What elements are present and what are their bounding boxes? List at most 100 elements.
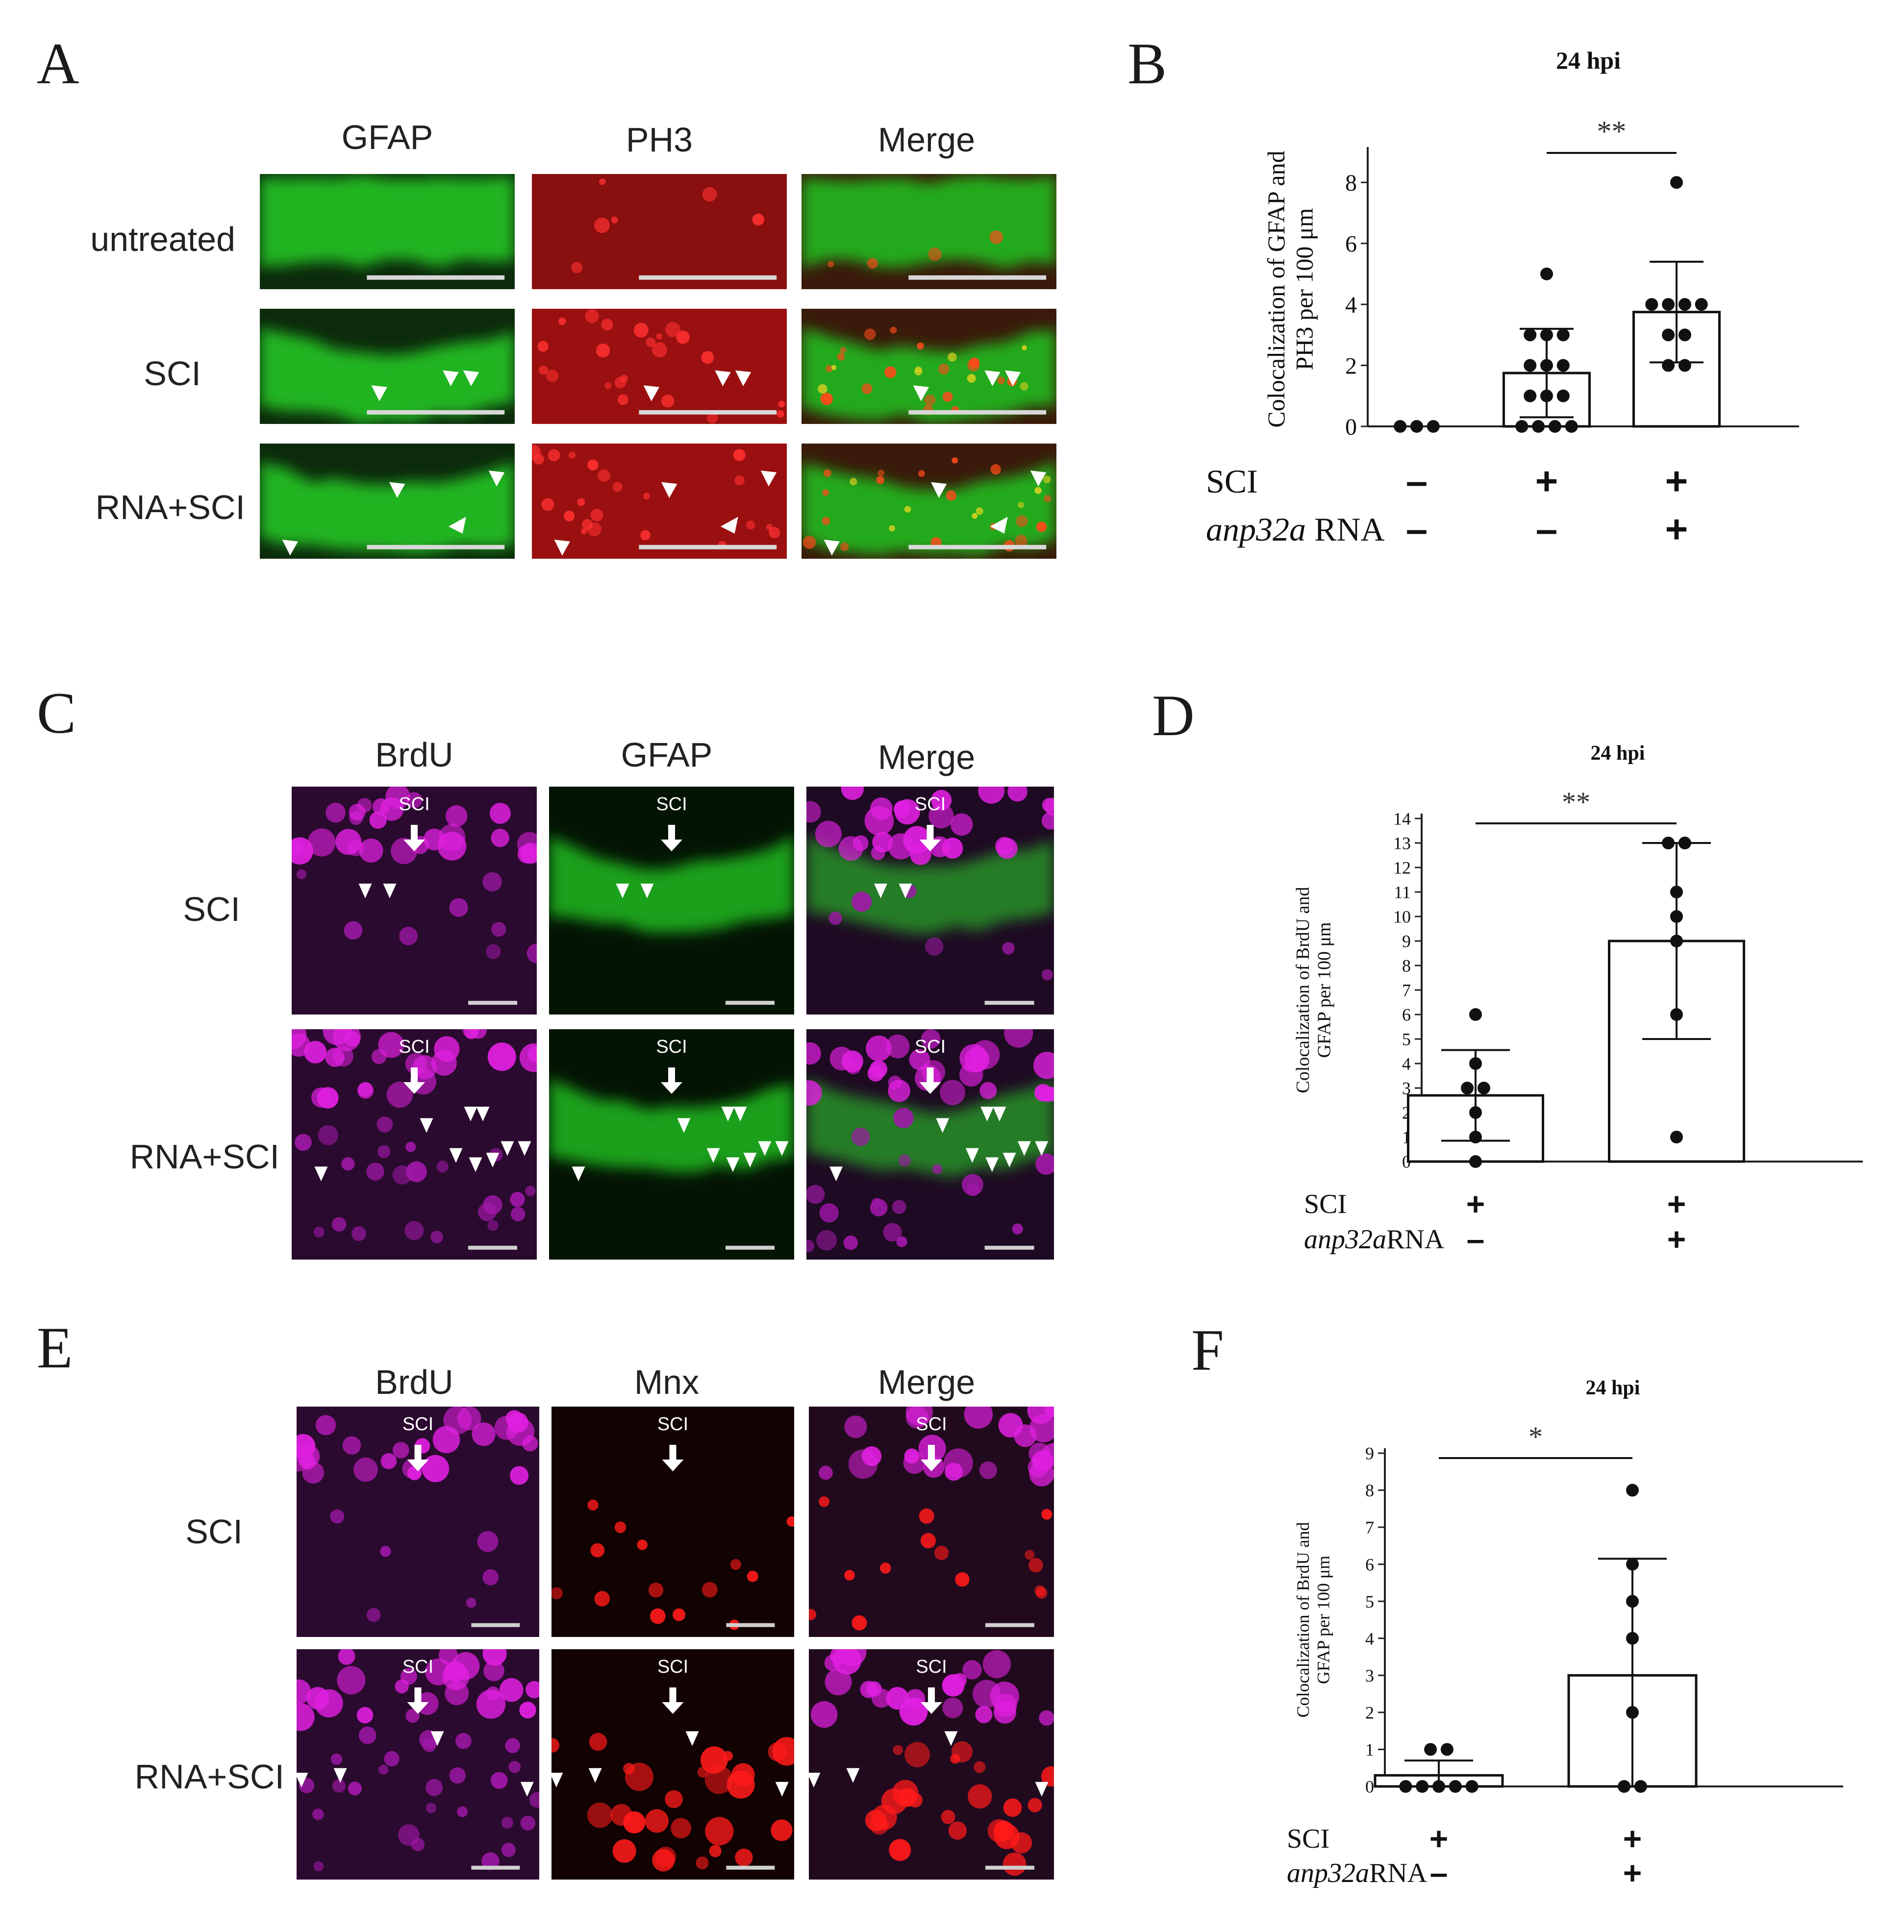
arrowhead-marker xyxy=(990,517,1008,534)
row-head-a-2: SCI xyxy=(144,354,201,393)
scale-bar xyxy=(984,1001,1034,1005)
arrowhead-marker xyxy=(661,482,677,498)
injury-arrow-shaft xyxy=(411,825,418,841)
data-point xyxy=(1477,1082,1490,1094)
micrograph-a-r1-c2 xyxy=(532,174,787,289)
scale-bar xyxy=(908,275,1047,280)
data-point xyxy=(1532,420,1545,433)
cell-blobs-2 xyxy=(296,869,537,964)
y-tick-label: 9 xyxy=(1402,932,1411,951)
col-head-c-3: Merge xyxy=(877,738,976,776)
scale-bar xyxy=(726,1001,775,1005)
condition-sign: + xyxy=(1667,1221,1686,1257)
condition-sign: – xyxy=(1406,507,1428,551)
significance-label: ** xyxy=(1597,115,1627,148)
cell-blobs-2 xyxy=(806,1108,1054,1253)
arrowhead-marker xyxy=(1017,1141,1031,1156)
injury-arrow-head xyxy=(407,1702,429,1714)
chart-title: 24 hpi xyxy=(1556,47,1621,74)
cell-blobs-2 xyxy=(299,1726,539,1872)
arrowhead-marker xyxy=(1035,1141,1049,1156)
condition-sign: – xyxy=(1430,1855,1448,1891)
data-point xyxy=(1540,359,1553,372)
injury-arrow-shaft xyxy=(928,1445,935,1461)
y-tick-label: 8 xyxy=(1402,956,1411,976)
y-tick-label: 0 xyxy=(1365,1777,1374,1797)
arrowhead-marker xyxy=(314,1166,328,1182)
data-point xyxy=(1424,1743,1437,1756)
injury-site-label: SCI xyxy=(402,1414,433,1435)
arrowhead-marker xyxy=(518,1141,531,1156)
micrograph-c-r2-c1: SCI xyxy=(292,1029,537,1260)
arrowhead-marker xyxy=(760,471,777,487)
arrowhead-marker xyxy=(616,883,629,898)
arrowhead-marker xyxy=(443,370,459,387)
tissue-band xyxy=(802,327,1056,423)
micrograph-a-r1-c3 xyxy=(802,174,1056,289)
y-tick-label: 7 xyxy=(1402,981,1411,1000)
data-point xyxy=(1670,1008,1683,1021)
condition-sign: – xyxy=(1467,1221,1485,1257)
col-head-e-2: Mnx xyxy=(634,1363,700,1401)
data-point xyxy=(1626,1706,1639,1719)
cell-blobs xyxy=(532,444,780,549)
data-point xyxy=(1556,359,1570,372)
data-point xyxy=(1662,298,1675,311)
y-tick-label: 14 xyxy=(1393,809,1411,829)
panel-letter-b: B xyxy=(1127,31,1167,96)
y-tick-label: 4 xyxy=(1345,292,1357,318)
scale-bar xyxy=(908,410,1047,415)
scale-bar xyxy=(367,545,505,549)
data-point xyxy=(1626,1595,1639,1608)
cell-blobs xyxy=(551,1733,794,1872)
arrowhead-marker xyxy=(899,883,912,898)
arrowhead-marker xyxy=(721,1107,735,1121)
y-axis-label: Colocalization of BrdU andGFAP per 100 μ… xyxy=(1293,1522,1333,1718)
arrowhead-marker xyxy=(743,1153,757,1167)
micrograph-c-r2-c3: SCI xyxy=(806,1029,1054,1260)
arrowhead-marker xyxy=(829,1166,843,1182)
arrowhead-marker xyxy=(758,1141,772,1156)
data-point xyxy=(1416,1780,1429,1793)
row-head-c-2: RNA+SCI xyxy=(129,1138,279,1176)
row-head-a-1: untreated xyxy=(90,220,235,258)
arrowhead-marker xyxy=(775,1141,789,1156)
y-tick-label: 6 xyxy=(1345,231,1357,257)
panel-letter-c: C xyxy=(37,680,76,745)
injury-site-label: SCI xyxy=(915,1037,946,1057)
micrograph-a-r3-c2 xyxy=(532,444,787,559)
col-head-a-1: GFAP xyxy=(341,118,433,156)
tissue-band xyxy=(802,175,1056,269)
arrowhead-marker xyxy=(383,883,397,898)
micrograph-e-r2-c3: SCI xyxy=(809,1649,1054,1880)
injury-arrow-head xyxy=(661,840,682,851)
cell-blobs-2 xyxy=(809,1496,1052,1631)
row-head-e-2: RNA+SCI xyxy=(134,1758,284,1796)
condition-sign: + xyxy=(1665,507,1688,551)
cell-blobs xyxy=(827,230,1003,269)
arrowhead-marker xyxy=(469,1157,482,1172)
chart-svg-B: 24 hpi Colocalization of GFAP andPH3 per … xyxy=(1206,47,1799,551)
micrograph-e-r1-c3: SCI xyxy=(809,1407,1054,1637)
panel-letter-d: D xyxy=(1152,683,1195,748)
y-tick-label: 11 xyxy=(1394,883,1411,902)
arrowhead-marker xyxy=(486,1153,500,1167)
tissue-band xyxy=(260,327,515,424)
data-point xyxy=(1626,1484,1639,1497)
micrograph-a-r2-c3 xyxy=(802,309,1056,424)
condition-sign: – xyxy=(1536,507,1558,551)
arrowhead-marker xyxy=(677,1118,691,1133)
arrowhead-marker xyxy=(588,1768,602,1783)
injury-site-label: SCI xyxy=(656,794,687,815)
arrowhead-marker xyxy=(389,482,405,498)
micrograph-c-r1-c2: SCI xyxy=(549,787,794,1015)
chart-title: 24 hpi xyxy=(1586,1377,1640,1399)
significance-label: * xyxy=(1528,1421,1543,1453)
data-point xyxy=(1670,176,1683,189)
tissue-band xyxy=(802,461,1056,556)
y-tick-label: 7 xyxy=(1365,1518,1374,1537)
injury-arrow-shaft xyxy=(928,1687,935,1703)
micrograph-a-r3-c1 xyxy=(260,444,515,559)
condition-label: anp32aRNA xyxy=(1287,1858,1428,1888)
data-point xyxy=(1540,328,1553,342)
